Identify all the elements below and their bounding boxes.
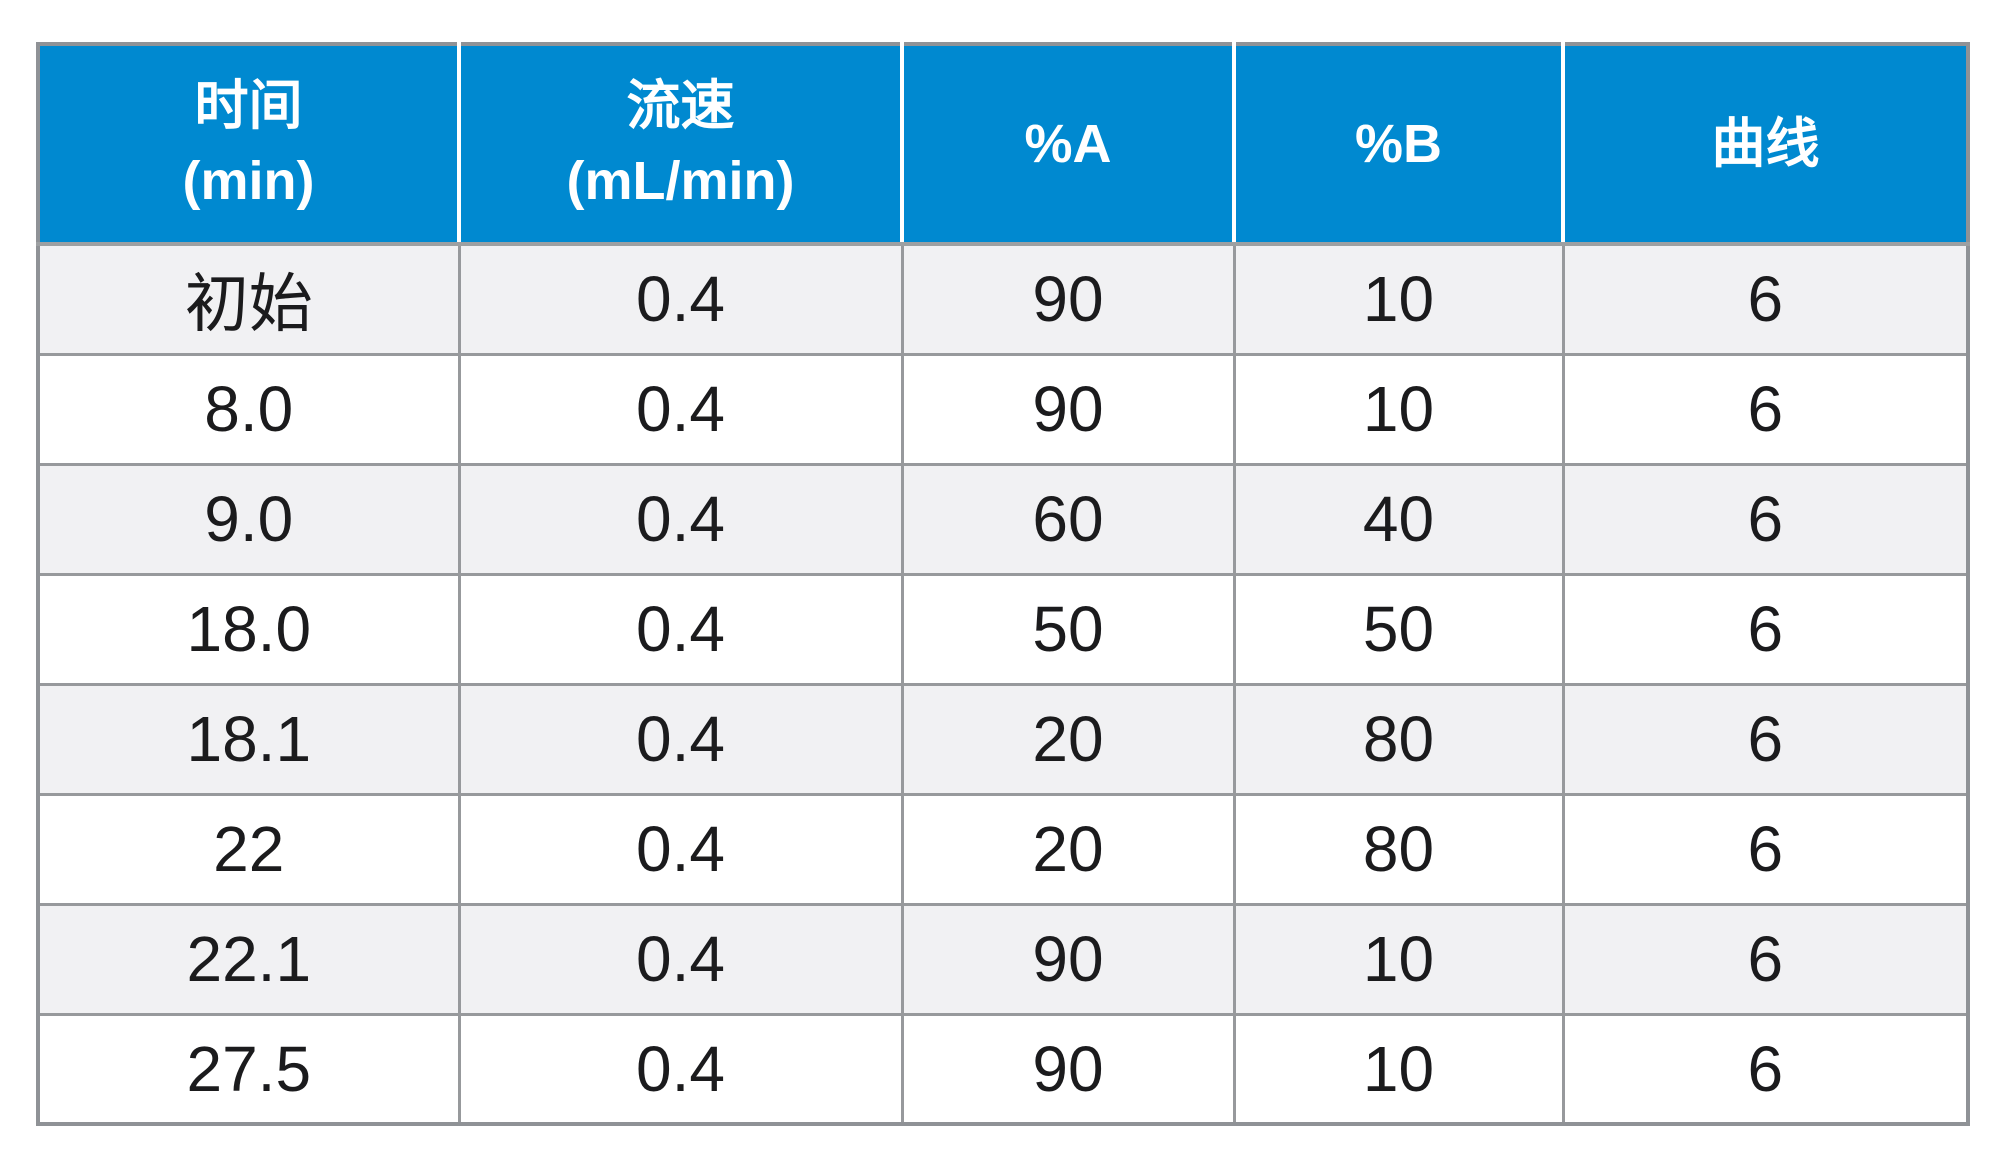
header-curve: 曲线 [1561, 44, 1968, 246]
cell-percent-a: 50 [900, 572, 1236, 686]
cell-percent-a: 90 [900, 1012, 1236, 1126]
cell-percent-b: 50 [1232, 572, 1565, 686]
header-flow-rate: 流速 (mL/min) [457, 44, 902, 246]
cell-curve: 6 [1561, 1012, 1970, 1126]
cell-curve: 6 [1561, 682, 1970, 796]
gradient-table-container: 时间 (min) 流速 (mL/min) %A %B 曲线 [36, 42, 1970, 1126]
header-flow-rate-line2: (mL/min) [566, 151, 795, 211]
cell-time: 8.0 [36, 352, 461, 466]
cell-percent-b: 10 [1232, 1012, 1565, 1126]
cell-flow-rate: 0.4 [457, 902, 904, 1016]
cell-percent-b: 10 [1232, 352, 1565, 466]
cell-percent-a: 90 [900, 352, 1236, 466]
header-flow-rate-line1: 流速 [626, 76, 735, 137]
cell-percent-a: 20 [900, 682, 1236, 796]
cell-time: 27.5 [36, 1012, 461, 1126]
cell-curve: 6 [1561, 352, 1970, 466]
cell-percent-a: 20 [900, 792, 1236, 906]
cell-time: 9.0 [36, 462, 461, 576]
table-row: 18.0 0.4 50 50 6 [36, 572, 1970, 686]
header-percent-a-label: %A [1024, 113, 1112, 174]
cell-curve: 6 [1561, 792, 1970, 906]
header-time-line1: 时间 [194, 76, 303, 137]
header-time: 时间 (min) [38, 44, 459, 246]
cell-curve: 6 [1561, 242, 1970, 356]
cell-flow-rate: 0.4 [457, 352, 904, 466]
table-row: 初始 0.4 90 10 6 [36, 242, 1970, 356]
cell-flow-rate: 0.4 [457, 682, 904, 796]
cell-curve: 6 [1561, 462, 1970, 576]
gradient-table: 时间 (min) 流速 (mL/min) %A %B 曲线 [36, 42, 1970, 1126]
cell-flow-rate: 0.4 [457, 1012, 904, 1126]
cell-percent-b: 40 [1232, 462, 1565, 576]
cell-time: 18.1 [36, 682, 461, 796]
header-percent-a: %A [900, 44, 1234, 246]
table-row: 22.1 0.4 90 10 6 [36, 902, 1970, 1016]
cell-percent-a: 90 [900, 902, 1236, 1016]
cell-time: 18.0 [36, 572, 461, 686]
cell-flow-rate: 0.4 [457, 572, 904, 686]
header-percent-b-label: %B [1354, 113, 1442, 174]
cell-percent-b: 10 [1232, 902, 1565, 1016]
cell-time: 初始 [36, 242, 461, 356]
cell-curve: 6 [1561, 902, 1970, 1016]
table-row: 18.1 0.4 20 80 6 [36, 682, 1970, 796]
table-row: 8.0 0.4 90 10 6 [36, 352, 1970, 466]
table-row: 27.5 0.4 90 10 6 [36, 1012, 1970, 1126]
header-percent-b: %B [1232, 44, 1563, 246]
cell-percent-a: 60 [900, 462, 1236, 576]
cell-time: 22 [36, 792, 461, 906]
cell-percent-a: 90 [900, 242, 1236, 356]
cell-percent-b: 80 [1232, 792, 1565, 906]
cell-time: 22.1 [36, 902, 461, 1016]
cell-curve: 6 [1561, 572, 1970, 686]
cell-flow-rate: 0.4 [457, 792, 904, 906]
cell-percent-b: 10 [1232, 242, 1565, 356]
table-row: 9.0 0.4 60 40 6 [36, 462, 1970, 576]
header-curve-label: 曲线 [1711, 113, 1820, 174]
cell-flow-rate: 0.4 [457, 462, 904, 576]
cell-percent-b: 80 [1232, 682, 1565, 796]
table-header-row: 时间 (min) 流速 (mL/min) %A %B 曲线 [38, 44, 1968, 246]
header-time-line2: (min) [182, 151, 315, 211]
table-row: 22 0.4 20 80 6 [36, 792, 1970, 906]
cell-flow-rate: 0.4 [457, 242, 904, 356]
